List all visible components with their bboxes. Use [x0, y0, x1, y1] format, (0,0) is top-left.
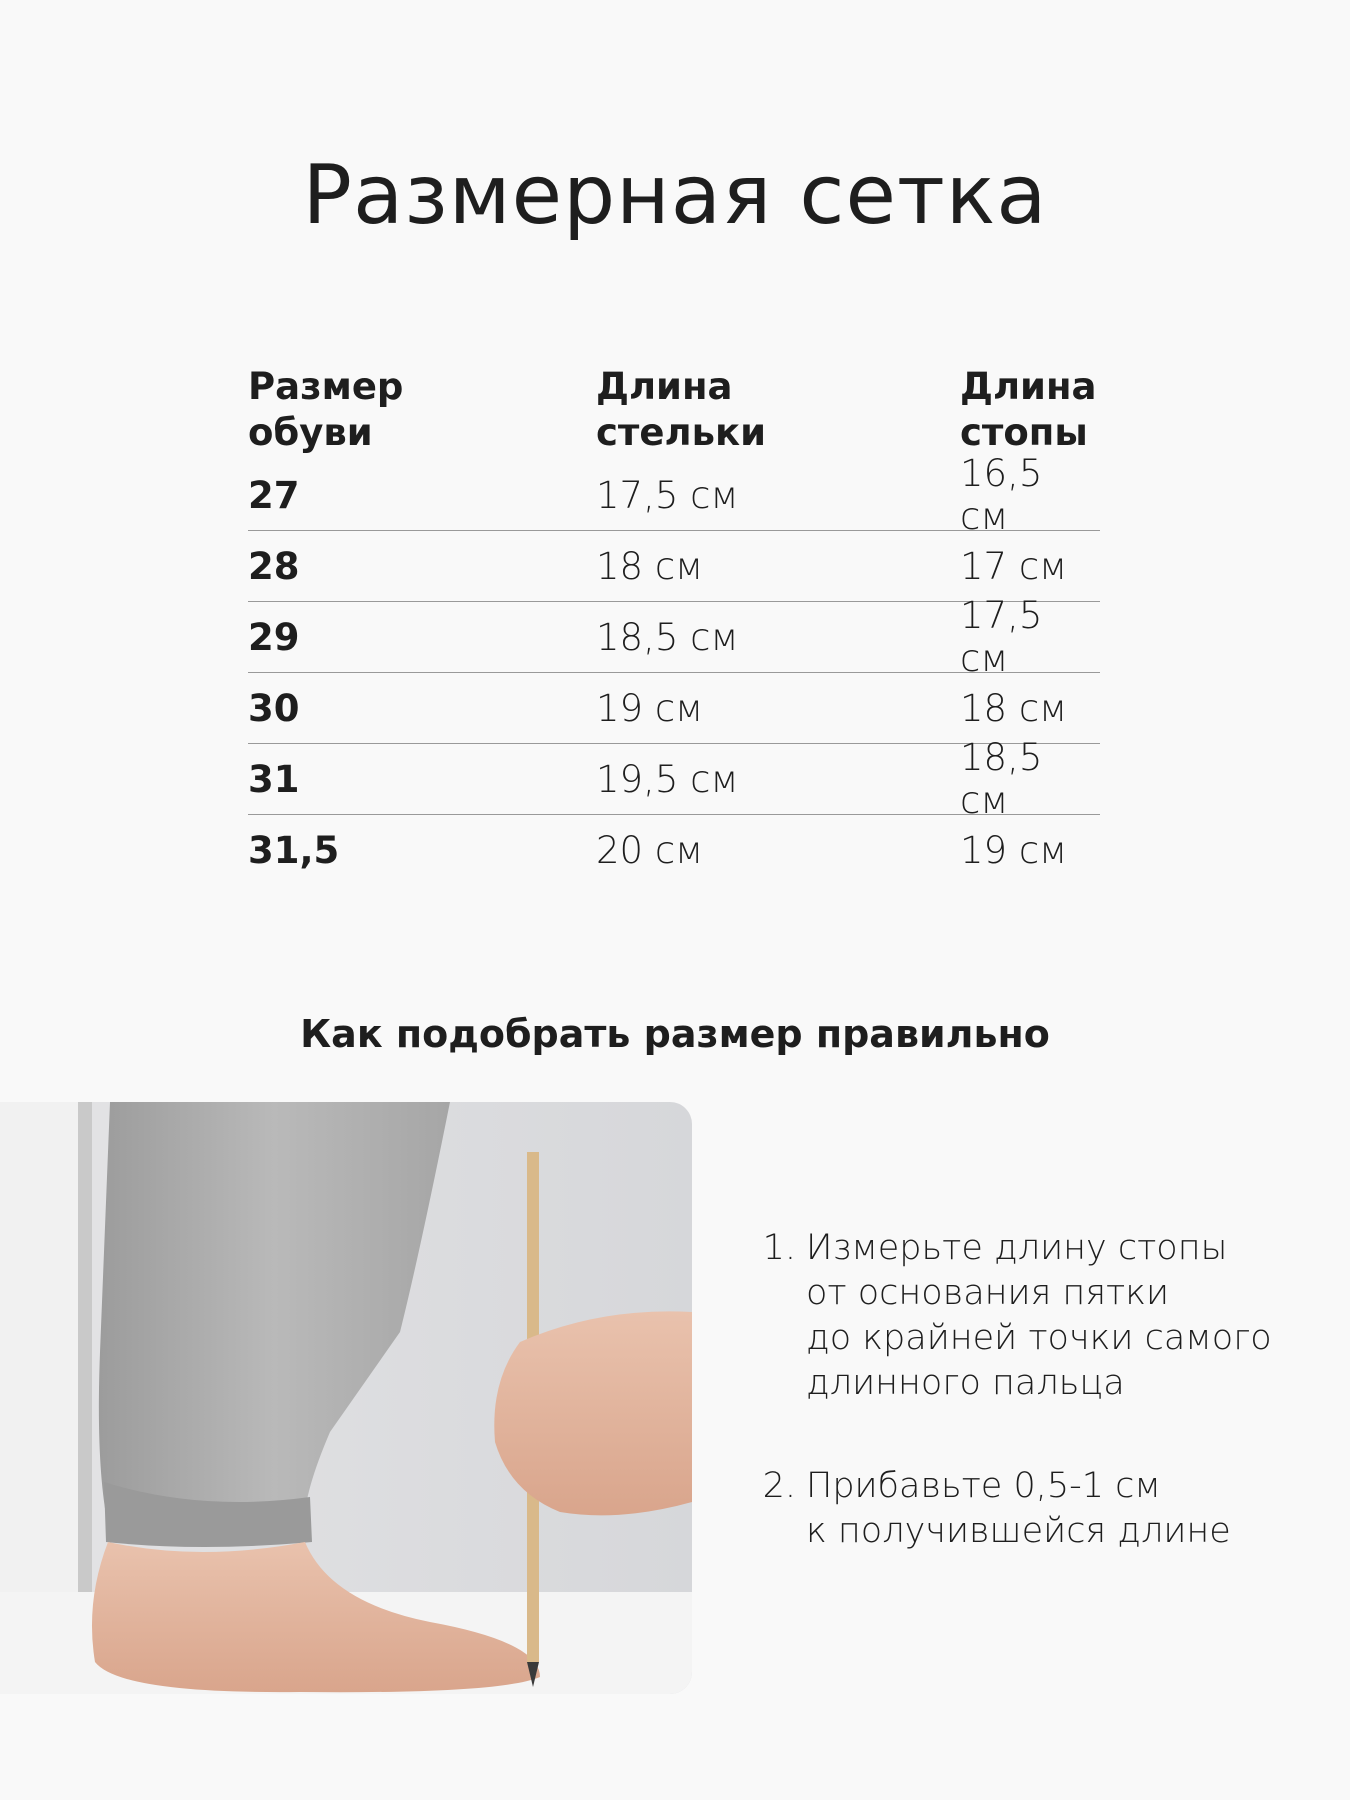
- header-insole-length: Длина стельки: [596, 364, 960, 460]
- header-shoe-size: Размер обуви: [248, 364, 596, 460]
- size-table: Размер обуви Длина стельки Длина стопы 27 17…: [248, 364, 1100, 886]
- header-text: Длина: [960, 365, 1097, 408]
- cell-insole-length: 18,5 см: [596, 615, 739, 659]
- instruction-step: 2. Прибавьте 0,5-1 см к получившейся длин…: [750, 1464, 1272, 1554]
- cell-shoe-size: 30: [248, 686, 300, 730]
- header-text: Длина: [596, 365, 733, 408]
- instruction-step: 1. Измерьте длину стопы от основания пятк…: [750, 1226, 1272, 1406]
- table-row: 31 19,5 см 18,5 см: [248, 736, 1100, 822]
- table-row: 31,5 20 см 19 см: [248, 815, 1100, 886]
- cell-foot-length: 17 см: [960, 544, 1068, 588]
- table-header: Размер обуви Длина стельки Длина стопы: [248, 364, 1100, 460]
- cell-shoe-size: 31,5: [248, 829, 340, 872]
- header-text: Размер: [248, 365, 404, 408]
- foot-measuring-photo: [0, 1102, 692, 1694]
- cell-insole-length: 19 см: [596, 686, 704, 730]
- header-text: стопы: [960, 411, 1088, 454]
- instructions-list: 1. Измерьте длину стопы от основания пятк…: [750, 1226, 1272, 1612]
- step-text: Прибавьте 0,5-1 см к получившейся длине: [806, 1466, 1231, 1551]
- cell-insole-length: 20 см: [596, 829, 704, 872]
- cell-foot-length: 16,5 см: [960, 452, 1043, 538]
- section-subtitle: Как подобрать размер правильно: [300, 1012, 1050, 1056]
- cell-shoe-size: 31: [248, 757, 300, 801]
- table-row: 27 17,5 см 16,5 см: [248, 452, 1100, 538]
- cell-shoe-size: 27: [248, 473, 300, 517]
- cell-shoe-size: 29: [248, 615, 300, 659]
- cell-insole-length: 17,5 см: [596, 473, 739, 517]
- header-foot-length: Длина стопы: [960, 364, 1100, 460]
- step-number: 1.: [762, 1228, 796, 1268]
- cell-foot-length: 17,5 см: [960, 594, 1043, 680]
- header-text: стельки: [596, 411, 767, 454]
- header-text: обуви: [248, 411, 373, 454]
- table-row: 30 19 см 18 см: [248, 673, 1100, 744]
- cell-foot-length: 19 см: [960, 829, 1068, 872]
- cell-shoe-size: 28: [248, 544, 300, 588]
- cell-insole-length: 18 см: [596, 544, 704, 588]
- step-text: Измерьте длину стопы от основания пятки …: [806, 1228, 1272, 1403]
- cell-foot-length: 18 см: [960, 686, 1068, 730]
- table-row: 29 18,5 см 17,5 см: [248, 594, 1100, 680]
- cell-insole-length: 19,5 см: [596, 757, 739, 801]
- step-number: 2.: [762, 1466, 796, 1506]
- table-row: 28 18 см 17 см: [248, 531, 1100, 602]
- cell-foot-length: 18,5 см: [960, 736, 1043, 822]
- page-title: Размерная сетка: [302, 148, 1048, 243]
